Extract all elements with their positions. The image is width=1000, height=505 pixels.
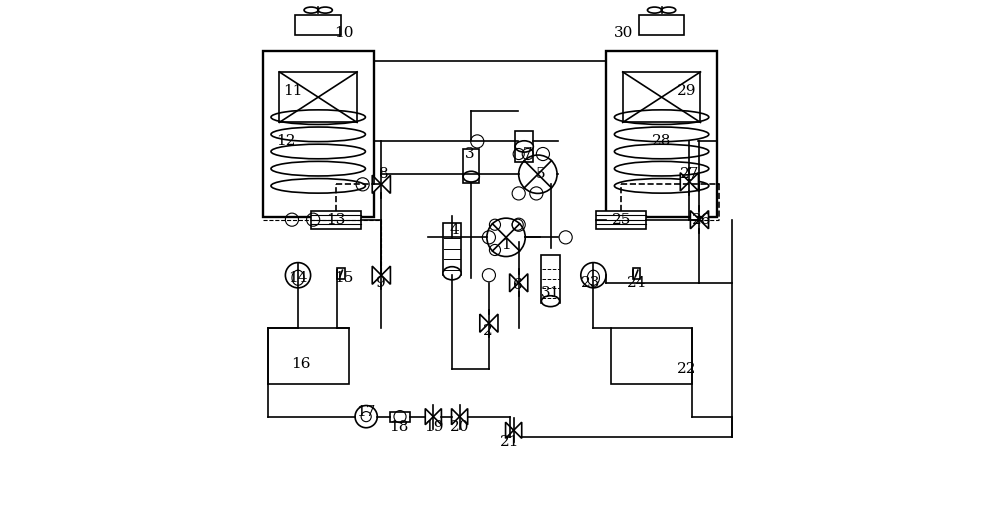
Ellipse shape [318,7,332,13]
Polygon shape [519,274,528,292]
Text: 31: 31 [541,286,560,300]
Text: 17: 17 [356,405,376,419]
Polygon shape [506,422,514,438]
Text: 22: 22 [677,362,697,376]
Bar [639,15,684,35]
Bar [443,223,461,275]
Bar [541,255,560,303]
Ellipse shape [541,296,560,307]
Ellipse shape [304,7,318,13]
Bar [279,72,357,122]
Bar [606,50,717,217]
Text: 11: 11 [283,84,303,98]
Text: 6: 6 [513,278,523,292]
Text: 2: 2 [482,324,492,338]
Polygon shape [510,274,519,292]
Text: 10: 10 [334,26,353,40]
Text: 19: 19 [425,420,444,434]
Bar [263,50,374,217]
Text: 25: 25 [612,213,631,227]
Ellipse shape [515,141,533,152]
Text: 28: 28 [652,134,671,148]
Bar [311,211,361,229]
Text: 3: 3 [465,147,475,161]
Ellipse shape [662,7,676,13]
Text: 5: 5 [536,167,545,181]
Polygon shape [680,173,689,191]
Bar [623,72,700,122]
Text: 12: 12 [276,134,295,148]
Polygon shape [452,409,460,425]
Text: 23: 23 [581,276,601,290]
Polygon shape [689,173,698,191]
Polygon shape [690,211,699,229]
Ellipse shape [647,7,662,13]
Text: 16: 16 [291,357,310,371]
Bar [295,15,341,35]
Bar [611,328,692,384]
Text: 1: 1 [501,238,511,252]
Text: 21: 21 [500,435,520,449]
Polygon shape [372,175,381,193]
Text: 20: 20 [450,420,469,434]
Bar [337,268,345,279]
Bar [633,268,640,279]
Text: 30: 30 [614,26,633,40]
Polygon shape [433,409,441,425]
Bar [390,412,410,422]
Polygon shape [480,314,489,332]
Bar [463,148,479,183]
Polygon shape [514,422,522,438]
Bar [515,131,533,162]
Text: 13: 13 [326,213,346,227]
Polygon shape [372,266,381,284]
Text: 14: 14 [288,271,308,285]
Polygon shape [460,409,468,425]
Text: 8: 8 [379,167,389,181]
Bar [596,211,646,229]
Polygon shape [425,409,433,425]
Ellipse shape [443,267,461,280]
Text: 7: 7 [523,147,533,161]
Text: 4: 4 [450,223,459,237]
Text: 26: 26 [692,213,712,227]
Text: 15: 15 [334,271,353,285]
Text: 27: 27 [680,167,699,181]
Polygon shape [381,266,390,284]
Text: 9: 9 [376,276,386,290]
Text: 24: 24 [627,276,646,290]
Text: 18: 18 [389,420,409,434]
Polygon shape [699,211,709,229]
Ellipse shape [463,171,479,182]
Bar [268,328,349,384]
Text: 29: 29 [677,84,697,98]
Polygon shape [381,175,390,193]
Polygon shape [489,314,498,332]
